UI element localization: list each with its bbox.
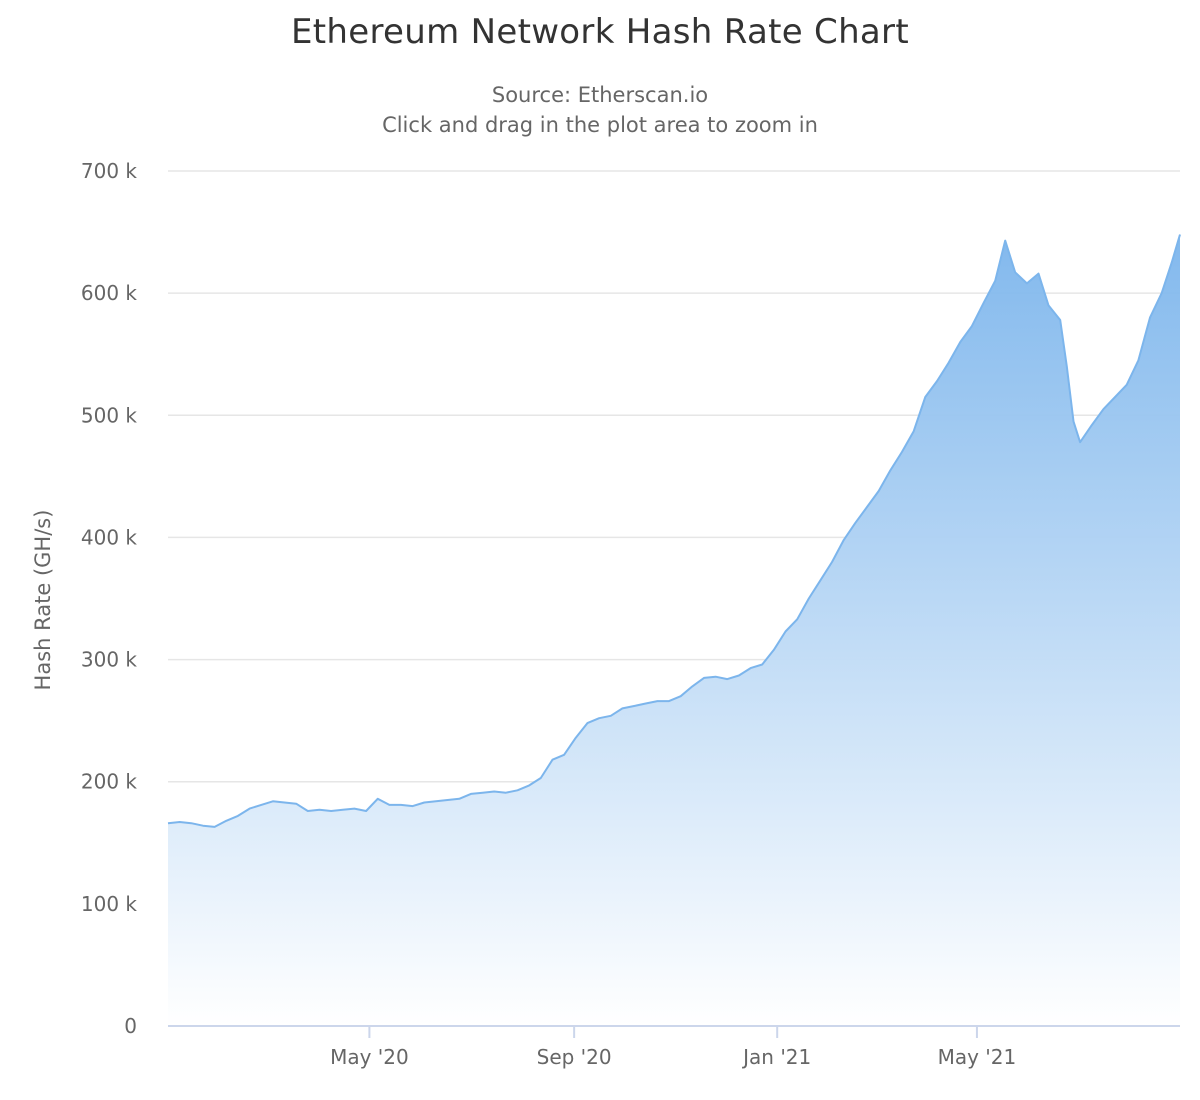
chart-title: Ethereum Network Hash Rate Chart [291, 12, 909, 52]
y-tick-label: 600 k [81, 281, 138, 305]
x-tick-label: May '20 [330, 1045, 409, 1069]
x-tick-label: May '21 [938, 1045, 1017, 1069]
hash-rate-area [168, 234, 1180, 1026]
hash-rate-line [167, 234, 1181, 828]
x-axis-ticks: May '20 Sep '20 Jan '21 May '21 [330, 1026, 1016, 1069]
y-axis-ticks: 0 100 k 200 k 300 k 400 k 500 k 600 k 700 k [81, 159, 138, 1038]
y-tick-label: 100 k [81, 892, 138, 916]
y-tick-label: 700 k [81, 159, 138, 183]
x-tick-label: Jan '21 [741, 1045, 811, 1069]
chart-subtitle: Source: Etherscan.io Click and drag in t… [0, 80, 1200, 140]
plot-area[interactable] [167, 234, 1181, 1027]
y-tick-label: 200 k [81, 770, 138, 794]
y-tick-label: 500 k [81, 403, 138, 427]
x-tick-label: Sep '20 [537, 1045, 612, 1069]
y-tick-label: 300 k [81, 648, 138, 672]
y-tick-label: 0 [124, 1014, 137, 1038]
subtitle-zoom-hint: Click and drag in the plot area to zoom … [382, 113, 818, 137]
y-tick-label: 400 k [81, 525, 138, 549]
subtitle-source: Source: Etherscan.io [491, 83, 709, 107]
